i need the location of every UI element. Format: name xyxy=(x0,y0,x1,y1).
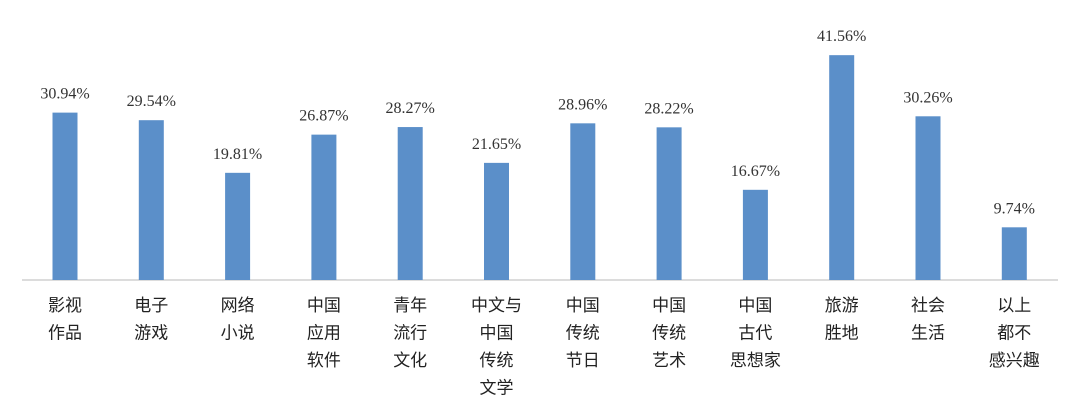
x-tick-label: 流行 xyxy=(393,324,427,344)
x-tick-label: 应用 xyxy=(307,324,341,344)
x-tick-label: 影视 xyxy=(48,296,82,316)
bar xyxy=(138,120,164,280)
x-tick-label: 传统 xyxy=(652,324,686,344)
x-tick-label: 艺术 xyxy=(652,351,686,371)
x-tick-label: 文化 xyxy=(393,351,427,371)
value-label: 9.74% xyxy=(994,200,1035,217)
x-tick-label: 作品 xyxy=(48,324,82,344)
bar xyxy=(484,162,509,280)
x-tick-label: 传统 xyxy=(566,324,600,344)
x-tick-label: 社会 xyxy=(911,296,945,316)
x-tick-label: 感兴趣 xyxy=(989,351,1040,371)
value-label: 29.54% xyxy=(127,93,176,110)
x-tick-label: 胜地 xyxy=(825,324,859,344)
x-tick-label: 传统 xyxy=(480,351,514,371)
x-tick-label: 中国 xyxy=(652,296,686,316)
x-tick-label: 以上 xyxy=(997,296,1031,316)
x-tick-label: 网络 xyxy=(221,296,255,316)
x-tick-label: 游戏 xyxy=(134,324,168,344)
x-tick-label: 生活 xyxy=(911,324,945,344)
bar xyxy=(52,112,78,281)
x-tick-label: 节日 xyxy=(566,351,600,371)
value-label: 26.87% xyxy=(299,108,348,125)
value-label: 30.26% xyxy=(903,89,952,106)
x-tick-label: 中国 xyxy=(307,296,341,316)
bar xyxy=(225,172,251,280)
x-tick-label: 中国 xyxy=(738,296,772,316)
bar xyxy=(742,189,768,280)
value-label: 28.96% xyxy=(558,96,607,113)
value-label: 28.22% xyxy=(644,100,693,117)
bar xyxy=(915,116,941,281)
x-tick-label: 青年 xyxy=(393,296,427,316)
x-tick-label: 软件 xyxy=(307,351,341,371)
bar xyxy=(656,127,682,280)
bar xyxy=(570,123,596,280)
x-tick-label: 中国 xyxy=(480,324,514,344)
bar xyxy=(397,127,423,281)
value-label: 28.27% xyxy=(386,100,435,117)
value-label: 16.67% xyxy=(731,163,780,180)
value-label: 41.56% xyxy=(817,28,866,45)
x-tick-label: 都不 xyxy=(997,324,1031,344)
value-label: 19.81% xyxy=(213,146,262,163)
x-tick-label: 小说 xyxy=(221,324,255,344)
x-tick-label: 中国 xyxy=(566,296,600,316)
bar xyxy=(1001,227,1027,280)
x-tick-label: 思想家 xyxy=(730,351,781,371)
value-label: 30.94% xyxy=(40,86,89,103)
bar xyxy=(311,134,337,280)
x-tick-label: 电子 xyxy=(134,296,168,316)
x-tick-label: 旅游 xyxy=(825,296,859,316)
bar xyxy=(829,55,855,280)
x-tick-label: 古代 xyxy=(738,324,772,344)
x-tick-label: 文学 xyxy=(480,379,514,399)
x-tick-label: 中文与 xyxy=(471,296,522,316)
value-label: 21.65% xyxy=(472,136,521,153)
